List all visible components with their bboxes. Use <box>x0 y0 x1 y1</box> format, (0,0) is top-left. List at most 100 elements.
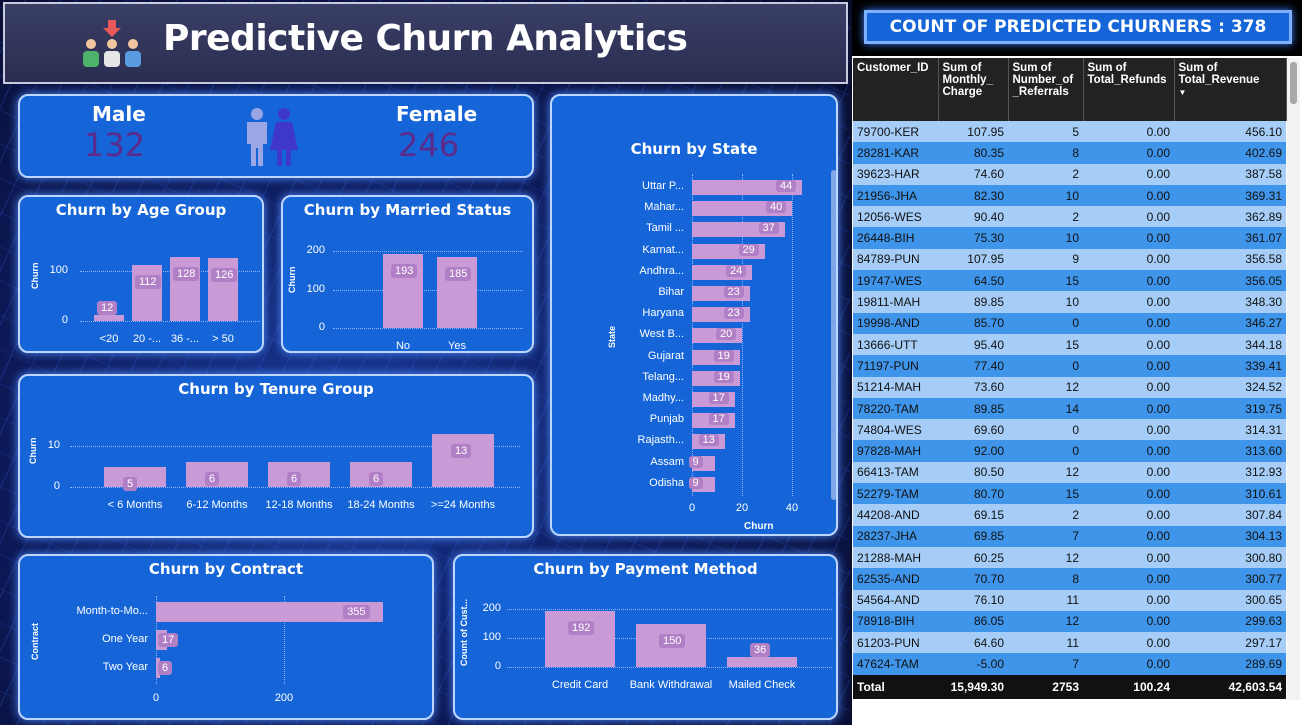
table-row[interactable]: 66413-TAM 80.50 12 0.00 312.93 <box>853 461 1286 484</box>
table-cell: 0.00 <box>1083 227 1174 249</box>
male-label: Male <box>92 102 146 126</box>
table-row[interactable]: 78918-BIH 86.05 12 0.00 299.63 <box>853 610 1286 633</box>
table-cell: 8 <box>1008 568 1083 590</box>
table-cell: 0.00 <box>1083 546 1174 569</box>
table-cell: 80.50 <box>938 461 1008 484</box>
contract-category-label: Two Year <box>102 661 148 673</box>
age-plot-x-label: 36 -... <box>170 333 200 345</box>
table-cell: 80.70 <box>938 483 1008 505</box>
table-row[interactable]: 62535-AND 70.70 8 0.00 300.77 <box>853 568 1286 590</box>
table-cell: 79700-KER <box>853 121 938 143</box>
state-category-label: Tamil ... <box>646 222 684 235</box>
tenure-plot-gridline <box>70 446 520 447</box>
payment-plot-y-tick: 200 <box>482 602 501 614</box>
col-monthly-charge[interactable]: Sum of Monthly_ Charge <box>938 58 1009 121</box>
payment-plot-y-tick: 0 <box>494 660 501 672</box>
state-data-label: 40 <box>766 201 787 214</box>
col-customer-id[interactable]: Customer_ID <box>853 58 939 121</box>
age-plot-data-label: 126 <box>211 268 238 282</box>
table-cell: 8 <box>1008 142 1083 164</box>
table-row[interactable]: 26448-BIH 75.30 10 0.00 361.07 <box>853 227 1286 249</box>
table-cell: 339.41 <box>1174 355 1286 377</box>
state-data-label: 29 <box>738 243 759 256</box>
table-cell: 0.00 <box>1083 504 1174 526</box>
table-scrollbar-thumb[interactable] <box>1290 62 1297 104</box>
table-row[interactable]: 44208-AND 69.15 2 0.00 307.84 <box>853 504 1286 526</box>
table-cell: 0 <box>1008 355 1083 377</box>
table-cell: 356.05 <box>1174 270 1286 292</box>
table-row[interactable]: 12056-WES 90.40 2 0.00 362.89 <box>853 206 1286 228</box>
team-churn-icon <box>83 20 141 67</box>
table-cell: 14 <box>1008 397 1083 420</box>
table-cell: 74804-WES <box>853 419 938 441</box>
table-row[interactable]: 71197-PUN 77.40 0 0.00 339.41 <box>853 355 1286 377</box>
payment-plot-x-label: Credit Card <box>551 679 609 691</box>
age-plot-bar <box>94 315 124 321</box>
table-cell: 15 <box>1008 270 1083 292</box>
table-cell: 0.00 <box>1083 312 1174 334</box>
table-cell: 76.10 <box>938 589 1008 611</box>
table-row[interactable]: 79700-KER 107.95 5 0.00 456.10 <box>853 121 1286 143</box>
state-data-label: 44 <box>776 180 797 192</box>
col-total-refunds[interactable]: Sum of Total_Refunds <box>1083 58 1175 121</box>
table-row[interactable]: 74804-WES 69.60 0 0.00 314.31 <box>853 419 1286 441</box>
col-referrals[interactable]: Sum of Number_of _Referrals <box>1008 58 1084 121</box>
table-cell: 0.00 <box>1083 121 1174 143</box>
contract-data-label: 17 <box>158 633 179 647</box>
table-row[interactable]: 47624-TAM -5.00 7 0.00 289.69 <box>853 653 1286 675</box>
table-row[interactable]: 78220-TAM 89.85 14 0.00 319.75 <box>853 397 1286 420</box>
table-scrollbar[interactable] <box>1287 58 1300 700</box>
table-cell: 300.77 <box>1174 568 1286 590</box>
table-cell: 19747-WES <box>853 270 938 292</box>
age-group-chart: Churn by Age Group Churn 100 0 12 <20 112 20 … <box>18 195 264 353</box>
table-cell: 387.58 <box>1174 163 1286 185</box>
table-row[interactable]: 54564-AND 76.10 11 0.00 300.65 <box>853 589 1286 611</box>
contract-category-label: Month-to-Mo... <box>76 605 148 617</box>
table-row[interactable]: 97828-MAH 92.00 0 0.00 313.60 <box>853 440 1286 462</box>
table-row[interactable]: 39623-HAR 74.60 2 0.00 387.58 <box>853 163 1286 185</box>
state-x-tick: 40 <box>785 502 799 514</box>
married-plot-data-label: 185 <box>445 266 472 281</box>
table-row[interactable]: 13666-UTT 95.40 15 0.00 344.18 <box>853 333 1286 356</box>
table-row[interactable]: 21956-JHA 82.30 10 0.00 369.31 <box>853 184 1286 207</box>
table-cell: 0.00 <box>1083 397 1174 420</box>
contract-bar <box>156 602 384 622</box>
table-cell: 0.00 <box>1083 461 1174 484</box>
table-row[interactable]: 19811-MAH 89.85 10 0.00 348.30 <box>853 291 1286 313</box>
table-row[interactable]: 19747-WES 64.50 15 0.00 356.05 <box>853 270 1286 292</box>
state-category-label: Haryana <box>642 307 684 320</box>
state-gridline <box>742 174 743 496</box>
table-cell: 304.13 <box>1174 525 1286 547</box>
state-scrollbar[interactable] <box>831 170 836 500</box>
table-cell: 7 <box>1008 653 1083 675</box>
tenure-plot-x-label: 18-24 Months <box>347 499 415 511</box>
table-row[interactable]: 52279-TAM 80.70 15 0.00 310.61 <box>853 483 1286 505</box>
table-cell: 11 <box>1008 632 1083 654</box>
state-category-label: Bihar <box>658 286 684 298</box>
table-row[interactable]: 61203-PUN 64.60 11 0.00 297.17 <box>853 632 1286 654</box>
table-cell: 348.30 <box>1174 291 1286 313</box>
state-data-label: 19 <box>713 349 734 362</box>
table-cell: 2 <box>1008 504 1083 526</box>
female-value: 246 <box>398 126 460 164</box>
table-row[interactable]: 19998-AND 85.70 0 0.00 346.27 <box>853 312 1286 334</box>
contract-x-tick: 200 <box>274 692 294 704</box>
tenure-plot-x-label: < 6 Months <box>107 499 163 511</box>
table-cell: 0.00 <box>1083 291 1174 313</box>
table-cell: 300.80 <box>1174 546 1286 569</box>
table-row[interactable]: 84789-PUN 107.95 9 0.00 356.58 <box>853 248 1286 271</box>
table-row[interactable]: 28237-JHA 69.85 7 0.00 304.13 <box>853 525 1286 547</box>
payment-chart-title: Churn by Payment Method <box>533 560 758 578</box>
table-cell: 2 <box>1008 163 1083 185</box>
table-row[interactable]: 51214-MAH 73.60 12 0.00 324.52 <box>853 376 1286 398</box>
table-row[interactable]: 28281-KAR 80.35 8 0.00 402.69 <box>853 142 1286 164</box>
table-cell: 97828-MAH <box>853 440 938 462</box>
table-cell: 74.60 <box>938 163 1008 185</box>
table-header-row: Customer_ID Sum of Monthly_ Charge Sum o… <box>853 58 1287 121</box>
tenure-plot-data-label: 6 <box>369 472 384 487</box>
col-total-revenue[interactable]: Sum of Total_Revenue ▼ <box>1174 58 1287 121</box>
gender-card: Male 132 Female 246 <box>18 94 534 178</box>
table-cell: 62535-AND <box>853 568 938 590</box>
table-cell: 0.00 <box>1083 376 1174 398</box>
table-row[interactable]: 21288-MAH 60.25 12 0.00 300.80 <box>853 546 1286 569</box>
